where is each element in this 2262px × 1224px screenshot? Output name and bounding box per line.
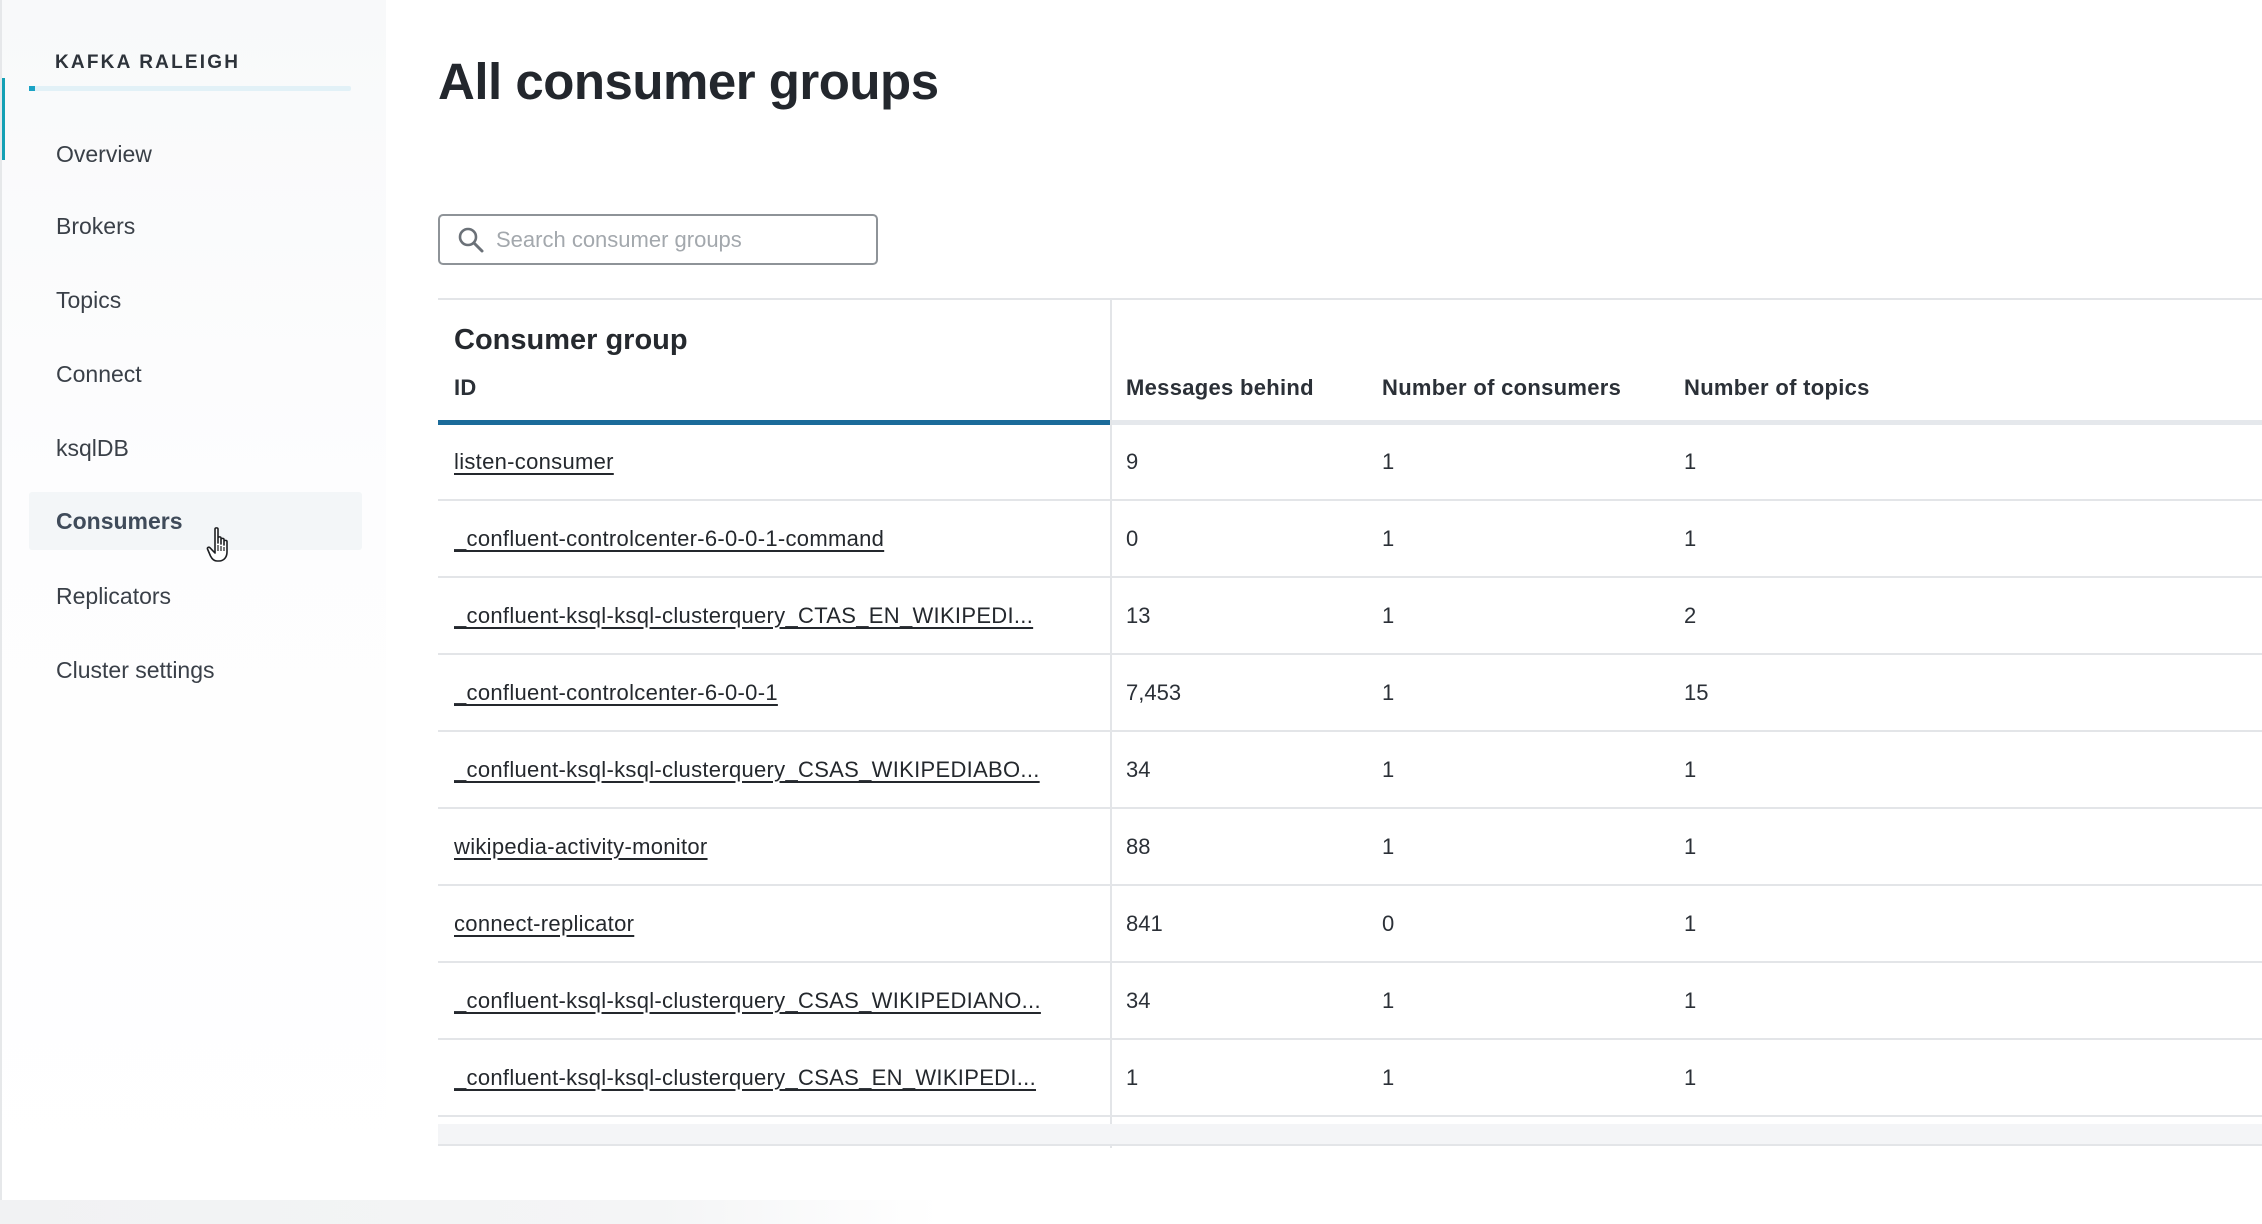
number-of-topics-cell: 15 bbox=[1684, 680, 1709, 705]
column-divider bbox=[1110, 298, 1112, 1148]
sidebar-item-overview[interactable]: Overview bbox=[56, 140, 152, 167]
sidebar-accent-bar bbox=[2, 78, 5, 160]
consumer-group-link[interactable]: listen-consumer bbox=[454, 449, 614, 474]
sidebar-item-cluster-settings[interactable]: Cluster settings bbox=[56, 656, 215, 683]
number-of-consumers-cell: 0 bbox=[1382, 911, 1395, 936]
search-box[interactable] bbox=[438, 214, 878, 265]
consumer-group-link[interactable]: _confluent-ksql-ksql-clusterquery_CSAS_W… bbox=[454, 988, 1041, 1013]
table-row: _confluent-ksql-ksql-clusterquery_CSAS_E… bbox=[438, 1041, 2262, 1117]
cluster-name-underline bbox=[29, 86, 351, 91]
messages-behind-cell: 34 bbox=[1126, 757, 1151, 782]
messages-behind-cell: 88 bbox=[1126, 834, 1151, 859]
sidebar-item-ksqldb[interactable]: ksqlDB bbox=[56, 434, 129, 461]
search-icon bbox=[458, 227, 484, 252]
table-row: listen-consumer 9 1 1 bbox=[438, 425, 2262, 501]
number-of-consumers-cell: 1 bbox=[1382, 1065, 1395, 1090]
table-row: wikipedia-activity-monitor 88 1 1 bbox=[438, 810, 2262, 886]
sidebar-item-replicators[interactable]: Replicators bbox=[56, 582, 172, 609]
consumer-group-link[interactable]: _confluent-ksql-ksql-clusterquery_CSAS_E… bbox=[454, 1065, 1037, 1090]
consumer-group-link[interactable]: connect-replicator bbox=[454, 911, 635, 936]
sorted-column-indicator bbox=[438, 420, 1110, 425]
consumer-group-header: Consumer group bbox=[454, 324, 688, 356]
table-row: _confluent-controlcenter-6-0-0-1 7,453 1… bbox=[438, 656, 2262, 732]
number-of-topics-cell: 2 bbox=[1684, 603, 1697, 628]
consumer-group-link[interactable]: _confluent-ksql-ksql-clusterquery_CTAS_E… bbox=[454, 603, 1034, 628]
table-top-border bbox=[438, 298, 2262, 300]
messages-behind-cell: 1 bbox=[1126, 1065, 1139, 1090]
column-header-number-of-topics[interactable]: Number of topics bbox=[1684, 375, 1870, 400]
messages-behind-cell: 0 bbox=[1126, 526, 1139, 551]
number-of-topics-cell: 1 bbox=[1684, 526, 1697, 551]
number-of-consumers-cell: 1 bbox=[1382, 757, 1395, 782]
number-of-consumers-cell: 1 bbox=[1382, 449, 1395, 474]
column-header-messages-behind[interactable]: Messages behind bbox=[1126, 375, 1314, 400]
number-of-consumers-cell: 1 bbox=[1382, 526, 1395, 551]
number-of-consumers-cell: 1 bbox=[1382, 680, 1395, 705]
number-of-topics-cell: 1 bbox=[1684, 834, 1697, 859]
column-header-id[interactable]: ID bbox=[454, 375, 477, 400]
messages-behind-cell: 34 bbox=[1126, 988, 1151, 1013]
messages-behind-cell: 9 bbox=[1126, 449, 1139, 474]
sidebar-item-consumers[interactable]: Consumers bbox=[29, 492, 362, 550]
number-of-consumers-cell: 1 bbox=[1382, 988, 1395, 1013]
number-of-topics-cell: 1 bbox=[1684, 1065, 1697, 1090]
number-of-consumers-cell: 1 bbox=[1382, 603, 1395, 628]
messages-behind-cell: 841 bbox=[1126, 911, 1163, 936]
table-row: _confluent-ksql-ksql-clusterquery_CSAS_W… bbox=[438, 964, 2262, 1040]
number-of-consumers-cell: 1 bbox=[1382, 834, 1395, 859]
header-underline bbox=[1112, 420, 2262, 425]
bottom-shadow bbox=[0, 1200, 940, 1224]
number-of-topics-cell: 1 bbox=[1684, 911, 1697, 936]
table-row: _confluent-controlcenter-6-0-0-1-command… bbox=[438, 502, 2262, 578]
number-of-topics-cell: 1 bbox=[1684, 449, 1697, 474]
table-row: _confluent-ksql-ksql-clusterquery_CTAS_E… bbox=[438, 579, 2262, 655]
consumer-groups-table: Consumer group ID Messages behind Number… bbox=[438, 298, 2262, 1148]
consumer-group-link[interactable]: wikipedia-activity-monitor bbox=[454, 834, 708, 859]
sidebar-item-connect[interactable]: Connect bbox=[56, 360, 142, 387]
messages-behind-cell: 7,453 bbox=[1126, 680, 1182, 705]
number-of-topics-cell: 1 bbox=[1684, 757, 1697, 782]
number-of-topics-cell: 1 bbox=[1684, 988, 1697, 1013]
consumer-group-link[interactable]: _confluent-controlcenter-6-0-0-1-command bbox=[454, 526, 885, 551]
sidebar: KAFKA RALEIGH Overview Brokers Topics Co… bbox=[0, 0, 386, 1224]
consumer-group-link[interactable]: _confluent-controlcenter-6-0-0-1 bbox=[454, 680, 778, 705]
hand-cursor-icon bbox=[206, 527, 228, 562]
page-title: All consumer groups bbox=[438, 53, 939, 110]
sidebar-item-topics[interactable]: Topics bbox=[56, 286, 122, 313]
search-input[interactable] bbox=[496, 226, 856, 253]
table-row: _confluent-ksql-ksql-clusterquery_CSAS_W… bbox=[438, 733, 2262, 809]
messages-behind-cell: 13 bbox=[1126, 603, 1151, 628]
consumer-group-link[interactable]: _confluent-ksql-ksql-clusterquery_CSAS_W… bbox=[454, 757, 1040, 782]
horizontal-scrollbar[interactable] bbox=[438, 1124, 2262, 1146]
table-row: connect-replicator 841 0 1 bbox=[438, 887, 2262, 963]
cluster-name[interactable]: KAFKA RALEIGH bbox=[55, 52, 241, 73]
sidebar-item-brokers[interactable]: Brokers bbox=[56, 212, 136, 239]
column-header-number-of-consumers[interactable]: Number of consumers bbox=[1382, 375, 1622, 400]
